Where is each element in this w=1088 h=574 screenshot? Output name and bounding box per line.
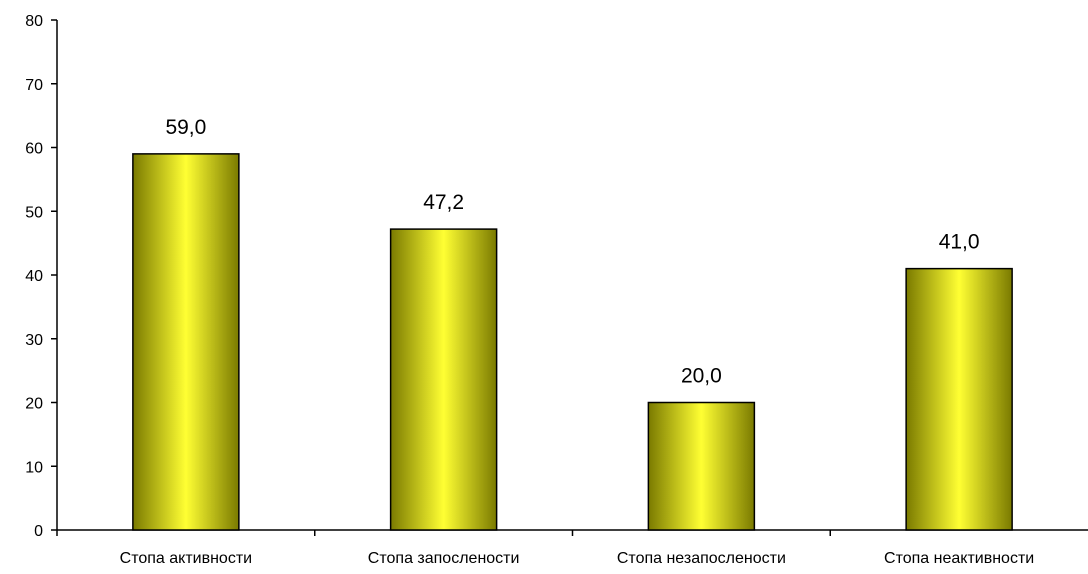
x-tick-label: Стопа незапослености bbox=[617, 550, 786, 567]
bar bbox=[647, 401, 756, 531]
data-label: 20,0 bbox=[681, 365, 722, 388]
y-tick-label: 0 bbox=[34, 523, 43, 540]
data-label: 59,0 bbox=[165, 116, 206, 139]
y-tick-label: 50 bbox=[25, 204, 43, 221]
y-tick-label: 80 bbox=[25, 13, 43, 30]
y-tick-label: 20 bbox=[25, 396, 43, 413]
x-tick-label: Стопа неактивности bbox=[884, 550, 1034, 567]
y-tick-label: 60 bbox=[25, 141, 43, 158]
y-tick-label: 40 bbox=[25, 268, 43, 285]
x-tick-label: Стопа запослености bbox=[368, 550, 520, 567]
bar bbox=[389, 228, 498, 531]
y-tick-label: 70 bbox=[25, 77, 43, 94]
y-tick-label: 30 bbox=[25, 332, 43, 349]
labels: 59,0 Стопа активности 47,2 Стопа запосленос… bbox=[120, 116, 1035, 567]
y-tick-label: 10 bbox=[25, 459, 43, 476]
data-label: 41,0 bbox=[939, 231, 980, 254]
x-tick-label: Стопа активности bbox=[120, 550, 252, 567]
bar bbox=[132, 153, 240, 531]
bar bbox=[905, 267, 1013, 531]
data-label: 47,2 bbox=[423, 191, 464, 214]
bars bbox=[132, 153, 1013, 531]
